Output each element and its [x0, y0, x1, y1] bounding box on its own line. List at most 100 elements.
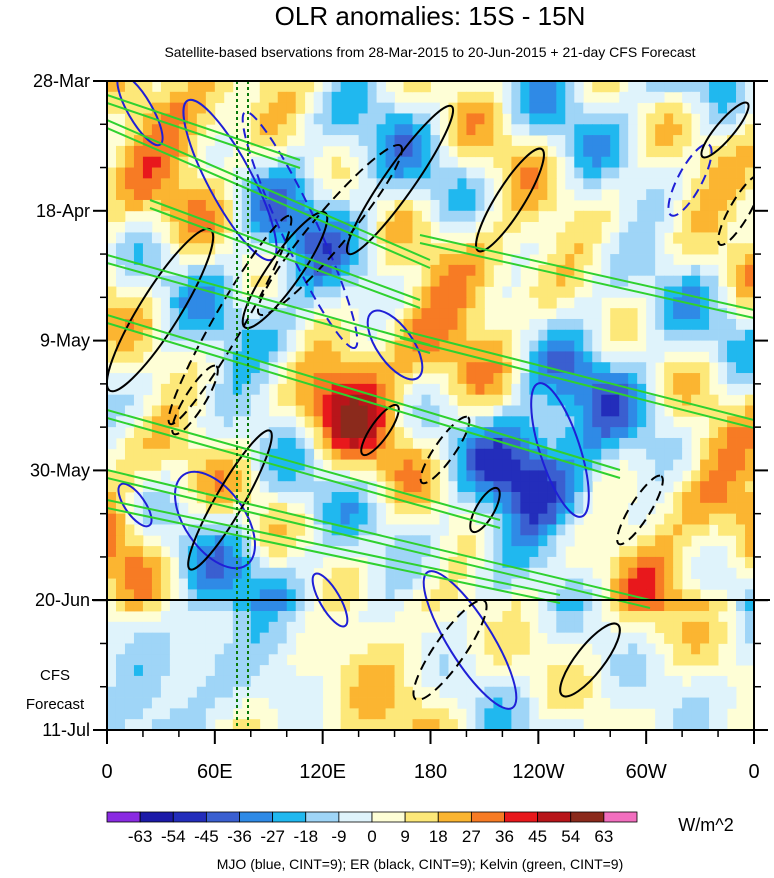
heatmap-cell [664, 124, 674, 136]
heatmap-cell [529, 199, 539, 212]
heatmap-cell [466, 178, 476, 190]
heatmap-cell [727, 686, 737, 698]
heatmap-cell [664, 621, 674, 634]
heatmap-cell [547, 264, 557, 277]
heatmap-cell [160, 697, 171, 709]
heatmap-cell [250, 416, 261, 428]
x-tick-label: 180 [414, 761, 447, 783]
heatmap-cell [340, 437, 351, 450]
heatmap-cell [610, 156, 620, 168]
heatmap-cell [592, 145, 602, 158]
heatmap-cell [484, 416, 494, 428]
heatmap-cell [646, 675, 656, 688]
heatmap-cell [304, 697, 315, 709]
heatmap-cell [736, 135, 746, 147]
heatmap-cell [511, 81, 521, 93]
heatmap-cell [511, 427, 521, 439]
heatmap-cell [583, 351, 593, 363]
heatmap-cell [178, 329, 189, 341]
heatmap-cell [700, 167, 710, 179]
heatmap-cell [637, 210, 647, 223]
heatmap-cell [232, 632, 243, 644]
heatmap-cell [367, 416, 377, 428]
heatmap-cell [664, 686, 674, 698]
heatmap-cell [691, 221, 701, 233]
heatmap-cell [556, 513, 566, 525]
heatmap-cell [646, 210, 656, 223]
heatmap-cell [151, 524, 162, 536]
colorbar-swatch [205, 811, 240, 823]
heatmap-cell [223, 427, 234, 439]
heatmap-cell [187, 675, 198, 688]
heatmap-cell [610, 351, 620, 363]
heatmap-cell [115, 632, 126, 644]
heatmap-cell [214, 524, 225, 536]
heatmap-cell [655, 145, 665, 158]
heatmap-cell [169, 643, 180, 655]
heatmap-cell [691, 719, 701, 730]
heatmap-cell [673, 437, 683, 450]
heatmap-cell [448, 156, 458, 168]
heatmap-cell [241, 459, 252, 471]
heatmap-cell [610, 135, 620, 147]
heatmap-cell [439, 621, 449, 634]
heatmap-cell [403, 567, 413, 579]
heatmap-cell [169, 675, 180, 688]
heatmap-cell [358, 654, 368, 666]
heatmap-cell [637, 578, 647, 590]
heatmap-cell [268, 81, 279, 93]
heatmap-cell [475, 470, 485, 482]
heatmap-cell [556, 632, 566, 644]
heatmap-cell [457, 448, 467, 460]
heatmap-cell [286, 318, 297, 331]
heatmap-cell [727, 135, 737, 147]
heatmap-cell [107, 416, 117, 428]
heatmap-cell [511, 102, 521, 114]
heatmap-cell [610, 373, 620, 385]
heatmap-cell [727, 470, 737, 482]
heatmap-cell [196, 697, 207, 709]
heatmap-cell [340, 600, 351, 612]
heatmap-cell [313, 697, 324, 709]
heatmap-cell [547, 340, 557, 352]
heatmap-cell [223, 600, 234, 612]
heatmap-cell [187, 567, 198, 579]
heatmap-cell [475, 383, 485, 396]
heatmap-cell [457, 264, 467, 277]
heatmap-cell [304, 459, 315, 471]
heatmap-cell [403, 708, 413, 720]
heatmap-cell [673, 546, 683, 558]
forecast-label-line2: Forecast [26, 696, 85, 713]
heatmap-cell [214, 546, 225, 558]
heatmap-cell [691, 524, 701, 536]
heatmap-cell [637, 470, 647, 482]
heatmap-cell [700, 578, 710, 590]
heatmap-cell [107, 81, 117, 93]
heatmap-cell [682, 286, 692, 298]
heatmap-cell [439, 286, 449, 298]
heatmap-cell [610, 697, 620, 709]
heatmap-cell [583, 232, 593, 244]
heatmap-cell [403, 156, 413, 168]
heatmap-cell [511, 199, 521, 212]
heatmap-cell [628, 351, 638, 363]
heatmap-cell [466, 470, 476, 482]
heatmap-cell [646, 351, 656, 363]
heatmap-cell [124, 221, 135, 233]
heatmap-cell [412, 427, 422, 439]
heatmap-cell [205, 719, 216, 730]
heatmap-cell [655, 686, 665, 698]
heatmap-cell [232, 589, 243, 601]
heatmap-cell [214, 675, 225, 688]
heatmap-cell [331, 275, 342, 287]
heatmap-cell [421, 675, 431, 688]
heatmap-cell [457, 427, 467, 439]
heatmap-cell [745, 178, 754, 190]
heatmap-cell [457, 362, 467, 374]
heatmap-cell [286, 340, 297, 352]
heatmap-cell [349, 427, 360, 439]
heatmap-cell [655, 492, 665, 504]
heatmap-cell [286, 621, 297, 634]
heatmap-cell [439, 297, 449, 309]
heatmap-cell [430, 113, 440, 125]
